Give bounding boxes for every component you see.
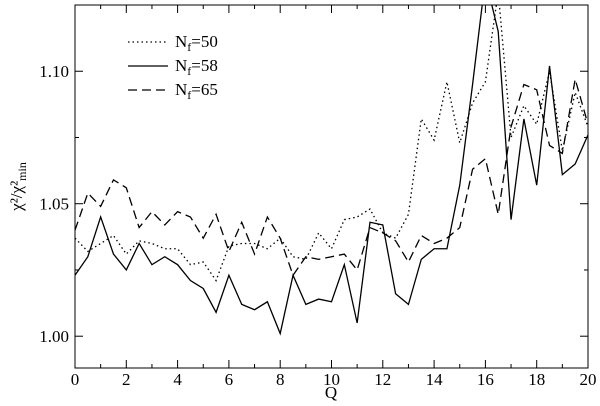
x-tick-label: 8 [276,370,285,389]
series-line [75,5,588,336]
x-tick-label: 10 [323,370,340,389]
x-tick-label: 2 [122,370,131,389]
series-line [75,79,588,277]
x-axis-label: Q [325,383,337,402]
x-tick-label: 14 [426,370,444,389]
plot-frame [74,4,589,369]
y-tick-label: 1.05 [39,195,69,214]
x-tick-label: 20 [580,370,597,389]
x-tick-label: 4 [173,370,182,389]
plot-area [75,5,588,336]
y-tick-label: 1.10 [39,62,69,81]
x-tick-label: 16 [477,370,494,389]
legend-label: Nf=58 [175,56,218,78]
x-tick-label: 12 [374,370,391,389]
y-axis-label: χ²/χ²min [7,162,29,212]
x-tick-label: 6 [225,370,234,389]
x-tick-label: 18 [528,370,545,389]
series-line [75,5,588,282]
legend-label: Nf=65 [175,80,218,102]
y-tick-label: 1.00 [39,327,69,346]
x-tick-label: 0 [71,370,80,389]
legend-label: Nf=50 [175,32,218,54]
